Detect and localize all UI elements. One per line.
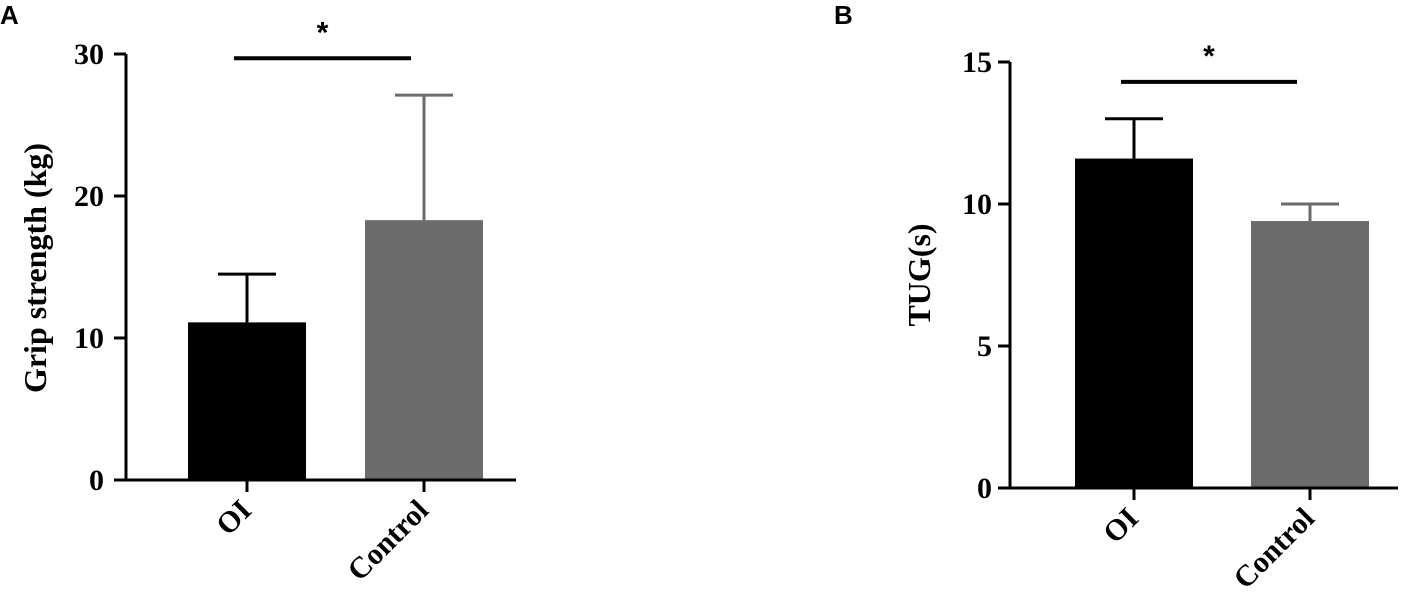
plot-area-b: 0 5 10 15 OI Control * xyxy=(962,40,1398,595)
panel-a: A Grip strength (kg) 0 10 20 30 OI Control * xyxy=(0,0,516,587)
x-tick-label-b-0: OI xyxy=(1097,502,1145,550)
bar-a-1 xyxy=(365,220,483,480)
y-tick-label-b-1: 5 xyxy=(977,330,992,363)
y-tick-label-a-2: 20 xyxy=(74,180,104,213)
y-tick-label-a-0: 0 xyxy=(89,464,104,497)
x-tick-label-a-0: OI xyxy=(210,494,258,542)
panel-label-a: A xyxy=(0,0,19,30)
y-tick-label-b-0: 0 xyxy=(977,472,992,505)
panel-b: B TUG(s) 0 5 10 15 OI Control * xyxy=(834,0,1398,595)
y-tick-label-a-3: 30 xyxy=(74,38,104,71)
y-axis-title-a: Grip strength (kg) xyxy=(17,143,53,393)
y-tick-label-b-3: 15 xyxy=(962,46,992,79)
bar-b-0 xyxy=(1075,158,1193,488)
significance-mark-b: * xyxy=(1203,40,1215,73)
y-axis-title-b: TUG(s) xyxy=(901,223,937,326)
significance-mark-a: * xyxy=(317,16,329,49)
x-tick-label-a-1: Control xyxy=(341,494,435,588)
plot-area-a: 0 10 20 30 OI Control * xyxy=(74,16,516,587)
y-tick-label-b-2: 10 xyxy=(962,188,992,221)
bar-b-1 xyxy=(1251,221,1369,489)
y-tick-label-a-1: 10 xyxy=(74,322,104,355)
x-tick-label-b-1: Control xyxy=(1227,502,1321,596)
bar-a-0 xyxy=(188,322,306,480)
panel-label-b: B xyxy=(834,0,853,30)
